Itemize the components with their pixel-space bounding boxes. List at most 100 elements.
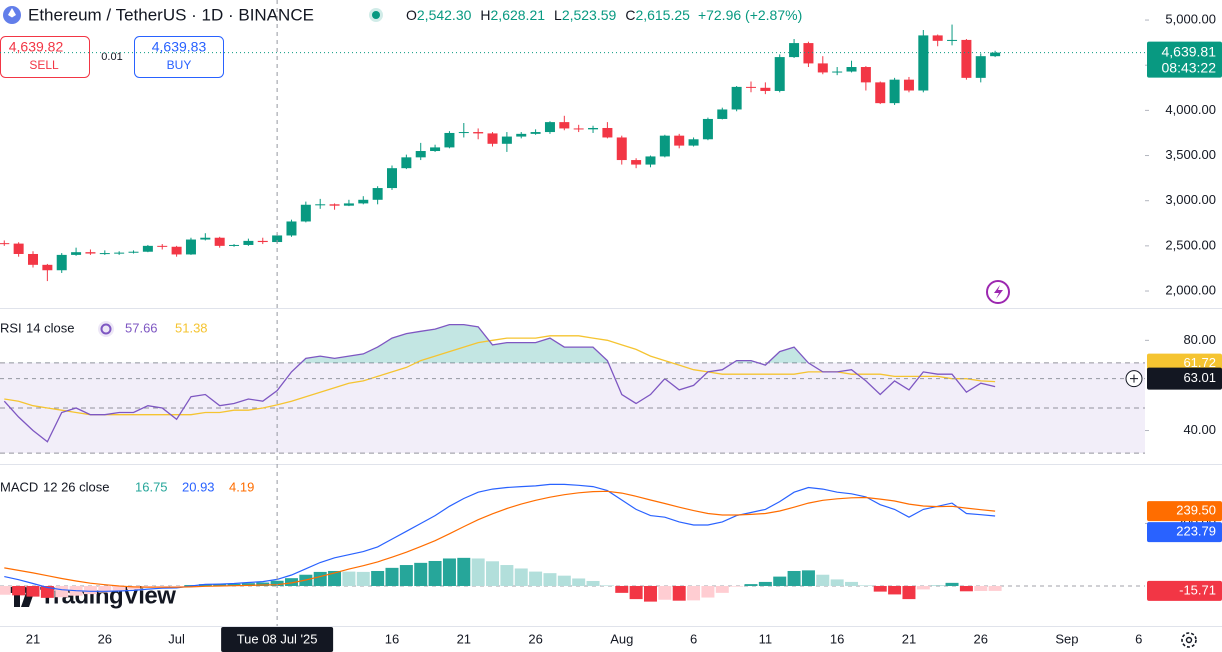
histogram-bar bbox=[529, 571, 543, 586]
macd-last-label: 223.79 bbox=[1176, 524, 1216, 539]
sell-price: 4,639.82 bbox=[9, 39, 64, 55]
y-tick-label: 3,500.00 bbox=[1165, 147, 1216, 162]
histogram-bar bbox=[715, 585, 729, 593]
candle-body bbox=[975, 56, 986, 78]
histogram-bar bbox=[414, 562, 428, 586]
histogram-bar bbox=[629, 585, 643, 600]
candle-body bbox=[501, 136, 512, 144]
histogram-bar bbox=[974, 585, 988, 591]
symbol-title[interactable]: Ethereum / TetherUS · 1D · BINANCE bbox=[28, 5, 314, 24]
histogram-bar bbox=[615, 585, 629, 593]
candle-body bbox=[185, 239, 196, 255]
histogram-bar bbox=[227, 583, 241, 586]
candle-body bbox=[157, 245, 168, 247]
rsi-line bbox=[3, 323, 996, 443]
histogram-bar bbox=[0, 585, 11, 595]
sell-button[interactable]: 4,639.82 SELL bbox=[0, 36, 90, 78]
x-tick-label: 21 bbox=[26, 631, 40, 646]
candle-body bbox=[832, 71, 843, 73]
crosshair-time-box bbox=[221, 627, 334, 652]
histogram-bar bbox=[672, 585, 686, 601]
histogram-bar bbox=[55, 585, 69, 598]
candle-body bbox=[430, 147, 441, 152]
candle-body bbox=[358, 199, 369, 204]
candle-body bbox=[588, 127, 599, 130]
histogram-bar bbox=[643, 585, 657, 602]
overbought-fill bbox=[301, 324, 809, 363]
candle-body bbox=[947, 39, 958, 41]
histogram-bar bbox=[744, 584, 758, 586]
candle-body bbox=[300, 204, 311, 222]
x-tick-label: 26 bbox=[974, 631, 988, 646]
histogram-bar bbox=[256, 582, 270, 586]
legend-value: 4.19 bbox=[229, 479, 254, 494]
macd-last-label: 239.50 bbox=[1176, 503, 1216, 518]
candle-body bbox=[516, 133, 527, 137]
candle-body bbox=[142, 245, 153, 252]
candle-body bbox=[932, 35, 943, 41]
ohlc-key: C bbox=[625, 7, 635, 23]
ohlc-change: +72.96 (+2.87%) bbox=[698, 7, 802, 23]
candle-body bbox=[774, 57, 785, 91]
histogram-bar bbox=[902, 585, 916, 600]
candle-body bbox=[602, 127, 613, 138]
candle-body bbox=[803, 43, 814, 64]
histogram-bar bbox=[758, 581, 772, 586]
ohlc-legend: O2,542.30 H2,628.21 L2,523.59 C2,615.25 +72.… bbox=[406, 7, 802, 23]
indicator-icon-ring bbox=[100, 323, 112, 335]
y-tick-label: 40.00 bbox=[1183, 422, 1216, 437]
histogram-bar bbox=[514, 568, 528, 586]
candle-body bbox=[214, 237, 225, 246]
histogram-bar bbox=[873, 585, 887, 592]
ohlc-key: O bbox=[406, 7, 417, 23]
macd-line bbox=[4, 483, 996, 592]
histogram-bar bbox=[687, 585, 701, 601]
candle-body bbox=[473, 132, 484, 134]
ohlc-key: L bbox=[554, 7, 562, 23]
histogram-bar bbox=[155, 585, 169, 587]
histogram-bar bbox=[801, 570, 815, 586]
crosshair-add-plus bbox=[1130, 374, 1138, 383]
x-tick-label: 21 bbox=[902, 631, 916, 646]
candle-body bbox=[85, 252, 96, 254]
x-tick-label: 6 bbox=[690, 631, 697, 646]
x-tick-label: 26 bbox=[528, 631, 542, 646]
indicator-params: 14 close bbox=[26, 320, 74, 335]
histogram-bar bbox=[543, 573, 557, 586]
x-tick-label: 21 bbox=[457, 631, 471, 646]
crosshair-time-label: Tue 08 Jul '25 bbox=[237, 631, 318, 646]
buy-button[interactable]: 4,639.83 BUY bbox=[134, 36, 224, 78]
candle-body bbox=[329, 204, 340, 206]
candle-body bbox=[889, 79, 900, 104]
histogram-bar bbox=[816, 574, 830, 586]
last-price-box bbox=[1147, 41, 1222, 78]
candle-body bbox=[415, 151, 426, 158]
settings-icon[interactable] bbox=[1181, 632, 1197, 648]
histogram-bar bbox=[213, 584, 227, 586]
candle-body bbox=[817, 63, 828, 73]
alert-icon[interactable] bbox=[986, 280, 1010, 304]
histogram-bar bbox=[328, 570, 342, 586]
histogram-bar bbox=[40, 585, 54, 598]
histogram-bar bbox=[371, 570, 385, 586]
indicator-title: RSI bbox=[0, 320, 22, 335]
x-tick-label: Aug bbox=[610, 631, 633, 646]
y-tick-label: 5,000.00 bbox=[1165, 11, 1216, 26]
histogram-bar bbox=[428, 560, 442, 586]
candle-body bbox=[0, 243, 10, 245]
candle-body bbox=[71, 252, 82, 255]
histogram-bar bbox=[241, 583, 255, 586]
candle-body bbox=[746, 86, 756, 88]
buy-label: BUY bbox=[167, 58, 192, 72]
countdown: 08:43:22 bbox=[1162, 59, 1217, 75]
candle-body bbox=[573, 128, 584, 130]
histogram-bar bbox=[471, 558, 485, 586]
candle-body bbox=[387, 168, 397, 189]
x-tick-label: 11 bbox=[759, 631, 773, 646]
histogram-bar bbox=[845, 581, 859, 586]
histogram-bar bbox=[83, 585, 97, 595]
candle-body bbox=[789, 43, 800, 58]
candle-body bbox=[343, 203, 354, 206]
legend-value: 16.75 bbox=[135, 479, 168, 494]
